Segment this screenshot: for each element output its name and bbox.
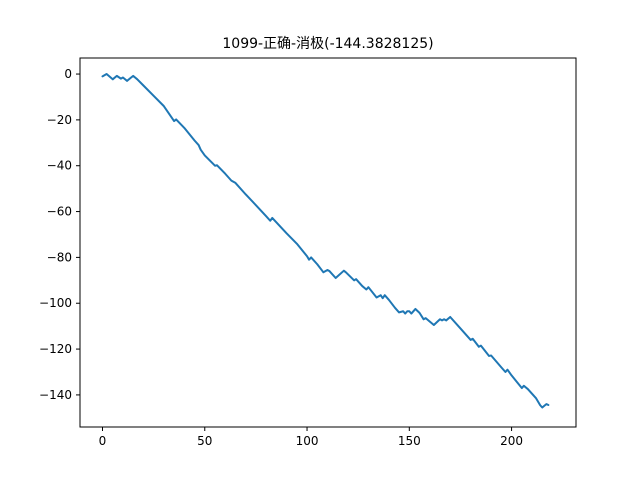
x-tick-label: 0 [99,434,107,448]
y-tick-label: −80 [47,250,72,264]
y-tick-label: 0 [64,67,72,81]
x-tick-label: 150 [398,434,421,448]
y-tick-label: −40 [47,159,72,173]
y-tick-label: −140 [39,388,72,402]
chart-title: 1099-正确-消极(-144.3828125) [222,36,433,52]
series-line [101,73,550,409]
x-tick-label: 50 [197,434,212,448]
y-tick-label: −20 [47,113,72,127]
plot-frame [79,57,577,428]
x-tick-label: 200 [500,434,523,448]
axes: 0 50 100 150 200 0 −20 −40 −60 −80 −100 −120 −140 [39,57,577,448]
series-layer [101,73,550,409]
y-tick-label: −60 [47,205,72,219]
y-tick-label: −100 [39,296,72,310]
y-tick-label: −120 [39,342,72,356]
x-tick-label: 100 [296,434,319,448]
